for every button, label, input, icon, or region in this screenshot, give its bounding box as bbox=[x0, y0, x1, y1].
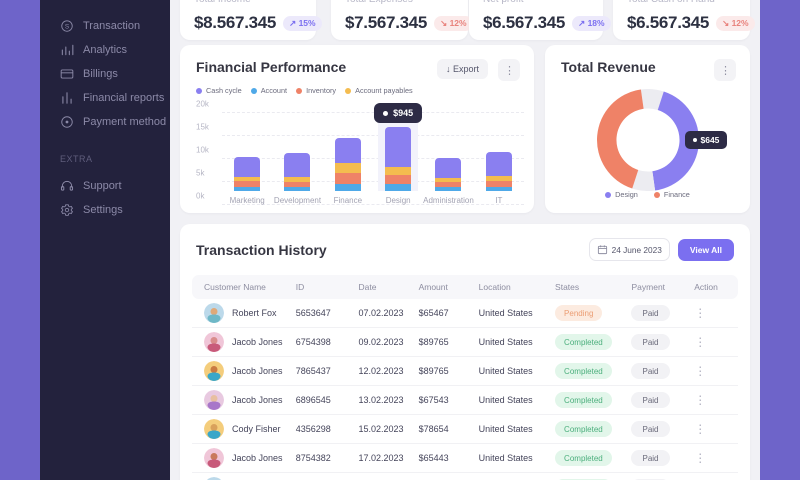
svg-text:S: S bbox=[65, 23, 69, 30]
